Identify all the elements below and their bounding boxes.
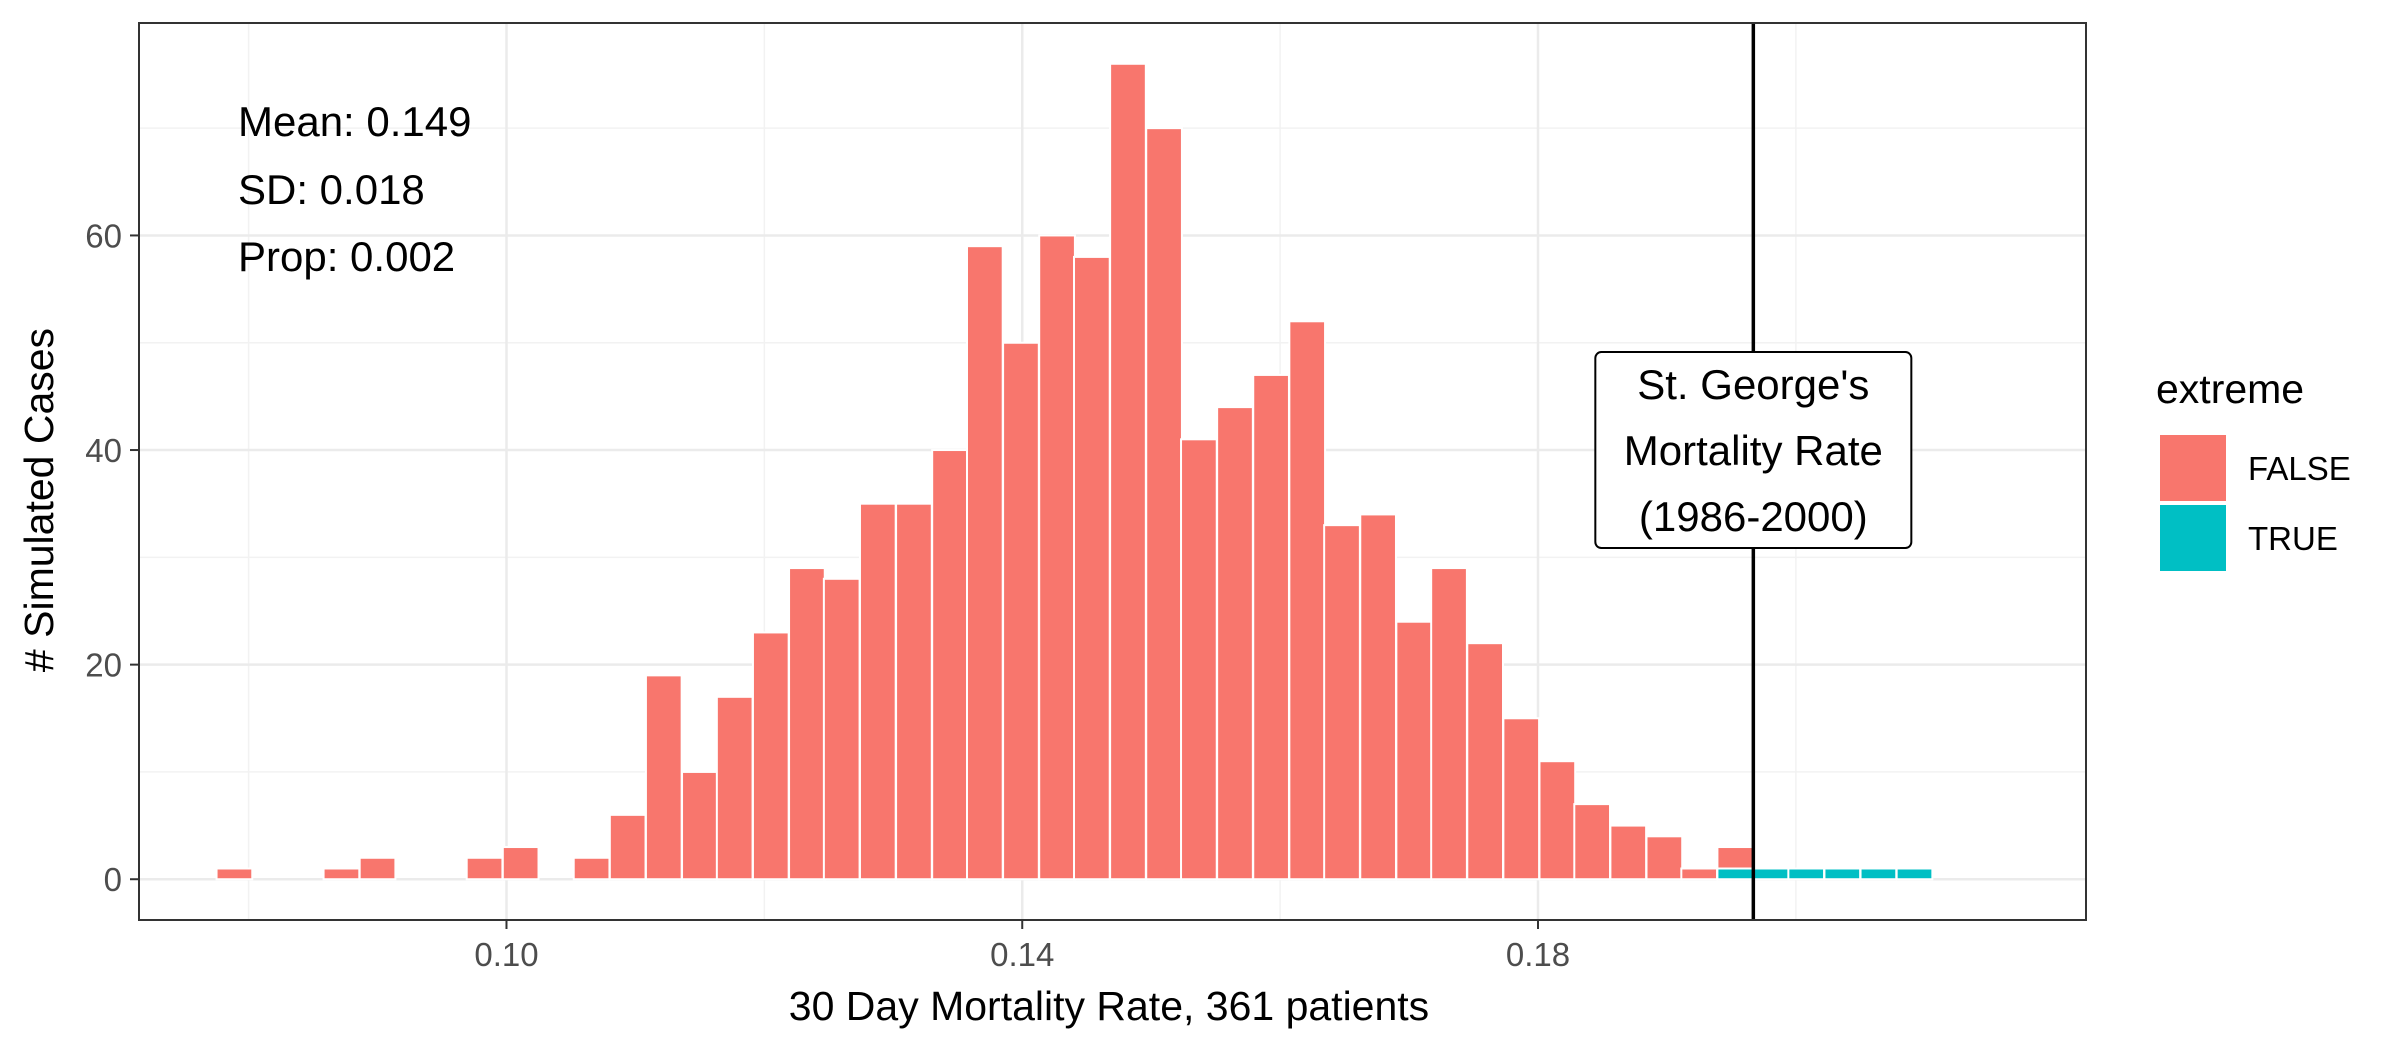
histogram-bar-false xyxy=(215,867,254,881)
histogram-bar-false xyxy=(715,695,754,881)
histogram-bar-true xyxy=(1823,867,1862,881)
histogram-bar-false xyxy=(1609,824,1648,881)
histogram-bar-false xyxy=(1430,567,1468,881)
histogram-bar-false xyxy=(322,867,361,881)
histogram-bar-true xyxy=(1859,867,1898,881)
legend-key-false xyxy=(2160,435,2226,501)
annotation-line-3: (1986-2000) xyxy=(1639,493,1868,540)
histogram-bar-false xyxy=(858,502,897,881)
histogram-bar-false xyxy=(1538,760,1577,881)
histogram-bar-false xyxy=(931,449,969,881)
histogram-bar-false xyxy=(1573,803,1612,881)
x-tick-label: 0.10 xyxy=(474,936,538,973)
y-tick-label: 0 xyxy=(104,861,122,898)
x-axis: 0.10 0.14 0.18 30 Day Mortality Rate, 361 … xyxy=(474,920,1570,1029)
x-axis-ticks: 0.10 0.14 0.18 xyxy=(474,920,1570,973)
histogram-bar-false xyxy=(1645,835,1684,881)
histogram-bar-false xyxy=(572,856,611,881)
annotation-line-1: St. George's xyxy=(1637,361,1869,408)
panel-border xyxy=(138,22,2087,921)
annotation-box xyxy=(1594,351,1913,550)
histogram-bar-false xyxy=(608,813,647,881)
histogram-bar-false xyxy=(1252,373,1290,881)
histogram-bar-false xyxy=(1145,127,1183,881)
histogram-bar-false xyxy=(1680,867,1719,881)
histogram-bar-false xyxy=(1395,620,1434,881)
summary-stats: Mean: 0.149 SD: 0.018 Prop: 0.002 xyxy=(238,98,472,280)
legend-key-true xyxy=(2160,505,2226,571)
histogram-bars xyxy=(215,62,1934,881)
y-tick-label: 20 xyxy=(85,647,122,684)
y-tick-label: 40 xyxy=(85,432,122,469)
stat-mean: Mean: 0.149 xyxy=(238,98,472,145)
histogram-bar-false xyxy=(1359,513,1397,881)
y-axis-title: # Simulated Cases xyxy=(16,328,62,672)
reference-annotation: St. George's Mortality Rate (1986-2000) xyxy=(1594,351,1913,550)
histogram-bar-false xyxy=(1216,406,1254,881)
histogram-bar-true xyxy=(1895,867,1934,881)
histogram-bar-false xyxy=(895,502,933,881)
histogram-bar-false xyxy=(1180,438,1218,881)
histogram-bar-true xyxy=(1787,867,1826,881)
histogram-bar-true xyxy=(1716,867,1755,881)
histogram-bar-false xyxy=(681,770,719,881)
histogram-bar-false xyxy=(501,846,540,881)
x-axis-title: 30 Day Mortality Rate, 361 patients xyxy=(789,983,1429,1029)
y-axis-ticks: 0 20 40 60 xyxy=(85,217,139,898)
histogram-bar-false xyxy=(1002,341,1040,881)
histogram-bar-false xyxy=(1109,62,1147,881)
histogram-bar-false xyxy=(788,567,826,881)
histogram-bar-false xyxy=(644,674,683,881)
stat-sd: SD: 0.018 xyxy=(238,166,425,213)
x-tick-label: 0.14 xyxy=(990,936,1054,973)
plot-panel: St. George's Mortality Rate (1986-2000) … xyxy=(138,22,2087,921)
legend-label-false: FALSE xyxy=(2248,450,2351,487)
histogram-bar-false xyxy=(358,856,397,881)
histogram-bar-true xyxy=(1752,867,1791,881)
histogram-bar-false xyxy=(465,856,504,881)
y-axis: 0 20 40 60 # Simulated Cases xyxy=(16,217,139,898)
y-tick-label: 60 xyxy=(85,217,122,254)
histogram-bar-false xyxy=(965,245,1004,881)
histogram-bar-false xyxy=(1288,320,1327,881)
legend-title: extreme xyxy=(2156,366,2304,412)
histogram-bar-false xyxy=(1038,234,1076,881)
histogram-bar-false xyxy=(751,631,790,881)
histogram-bar-false xyxy=(1466,642,1504,881)
legend: extreme FALSE TRUE xyxy=(2156,366,2351,571)
histogram-bar-false xyxy=(1073,255,1111,881)
histogram-bar-false xyxy=(1502,717,1541,881)
stat-prop: Prop: 0.002 xyxy=(238,233,455,280)
annotation-line-2: Mortality Rate xyxy=(1624,427,1883,474)
histogram-bar-false xyxy=(822,577,861,881)
legend-label-true: TRUE xyxy=(2248,520,2338,557)
histogram-bar-false xyxy=(1323,524,1361,881)
x-tick-label: 0.18 xyxy=(1506,936,1570,973)
